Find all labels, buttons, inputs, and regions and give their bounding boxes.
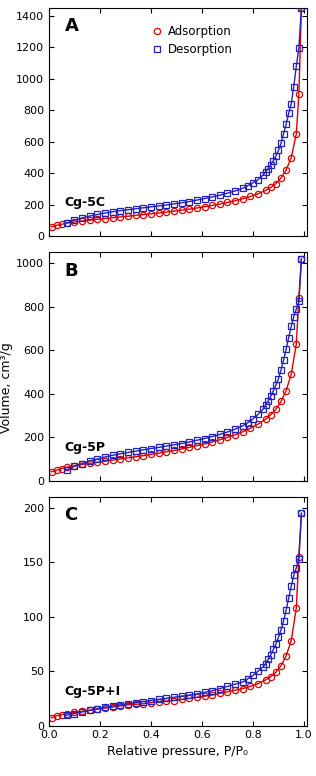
Text: Cg-5P+I: Cg-5P+I <box>64 685 121 698</box>
Text: A: A <box>64 17 78 35</box>
Text: B: B <box>64 262 78 279</box>
Text: Volume, cm³/g: Volume, cm³/g <box>0 343 13 433</box>
Legend: Adsorption, Desorption: Adsorption, Desorption <box>153 25 233 56</box>
X-axis label: Relative pressure, P/P₀: Relative pressure, P/P₀ <box>107 745 248 757</box>
Text: Cg-5C: Cg-5C <box>64 196 106 209</box>
Text: Cg-5P: Cg-5P <box>64 441 106 453</box>
Text: C: C <box>64 506 78 524</box>
